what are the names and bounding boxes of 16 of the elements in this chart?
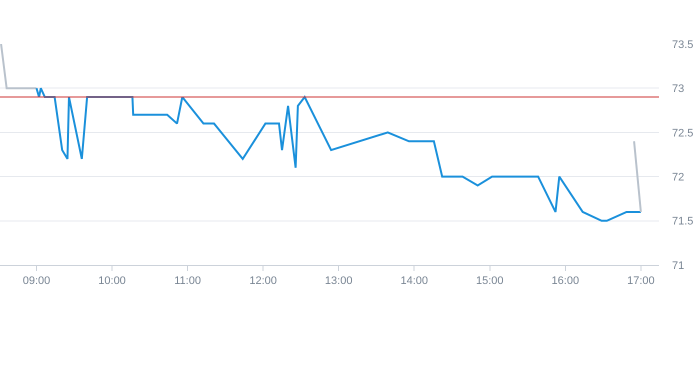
x-tick-label: 09:00: [22, 275, 50, 288]
x-tick-label: 11:00: [174, 275, 201, 288]
y-tick-label: 71.5: [672, 216, 693, 228]
x-tick-label: 14:00: [400, 275, 428, 288]
x-tick-label: 10:00: [98, 275, 126, 288]
y-tick-label: 73.5: [672, 38, 693, 51]
line-series: [35, 87, 642, 222]
x-tick-label: 13:00: [324, 275, 352, 288]
y-tick-label: 73: [672, 83, 684, 96]
x-tick-label: 16:00: [552, 275, 580, 288]
x-tick-label: 17:00: [627, 275, 655, 288]
x-tick-label: 12:00: [249, 275, 277, 288]
x-tick-label: 15:00: [476, 275, 504, 288]
y-tick-label: 71: [672, 260, 684, 272]
y-tick-label: 72.5: [672, 127, 693, 140]
y-tick-label: 72: [672, 171, 684, 184]
